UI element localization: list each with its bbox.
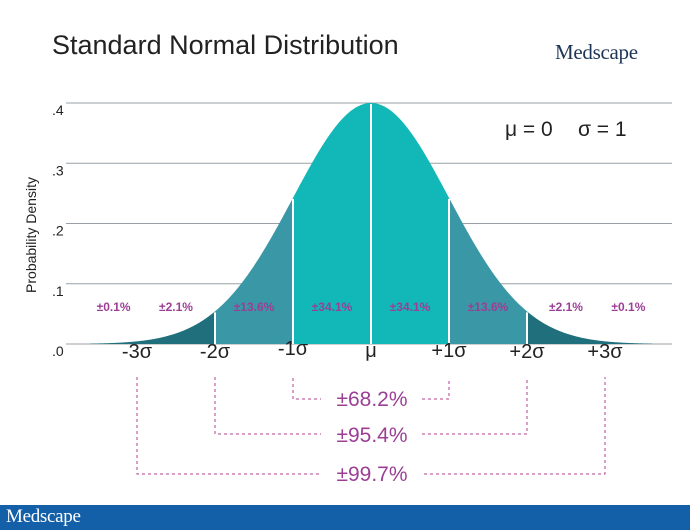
bracket-label-2: ±99.7% <box>336 463 407 486</box>
chart-title: Standard Normal Distribution <box>52 30 399 60</box>
x-tick-label-2: -1σ <box>278 338 309 360</box>
y-tick-label-0: .0 <box>52 343 64 359</box>
x-tick-label-4: +1σ <box>431 340 467 362</box>
bracket-label-bg-2 <box>321 461 421 487</box>
region-area-2 <box>215 197 293 344</box>
region-label-5: ±13.6% <box>468 300 509 314</box>
y-axis-label: Probability Density <box>23 177 39 293</box>
x-tick-label-1: -2σ <box>200 341 231 363</box>
y-axis-ticks: .0 .1 .2 .3 .4 <box>52 102 64 359</box>
region-label-2: ±13.6% <box>234 300 275 314</box>
x-tick-label-0: -3σ <box>122 341 153 363</box>
footer-bar: Medscape <box>0 505 690 530</box>
x-tick-label-5: +2σ <box>509 341 545 363</box>
range-brackets: ±68.2% ±95.4% ±99.7% <box>136 377 606 487</box>
normal-distribution-chart: .0 .1 .2 .3 .4 -3σ -2σ -1σ μ +1σ +2σ +3σ ±0.1% ±2.1… <box>23 102 672 487</box>
x-tick-label-3: μ <box>365 340 377 362</box>
bracket-label-bg-1 <box>321 421 421 447</box>
y-tick-label-4: .4 <box>52 102 64 118</box>
sigma-parameter-label: σ = 1 <box>578 118 627 141</box>
mu-parameter-label: μ = 0 <box>505 118 553 141</box>
region-label-4: ±34.1% <box>390 300 431 314</box>
region-label-0: ±0.1% <box>97 300 131 314</box>
y-tick-label-1: .1 <box>52 283 64 299</box>
region-label-3: ±34.1% <box>312 300 353 314</box>
y-tick-label-3: .3 <box>52 162 64 178</box>
region-label-6: ±2.1% <box>549 300 583 314</box>
bracket-label-bg-0 <box>321 386 421 412</box>
region-area-7 <box>605 341 652 344</box>
medscape-logo: Medscape <box>555 40 638 64</box>
footer-medscape-logo: Medscape <box>6 506 81 527</box>
x-tick-label-6: +3σ <box>587 341 623 363</box>
region-area-1 <box>137 311 215 344</box>
region-area-4 <box>371 103 449 344</box>
x-axis-ticks: -3σ -2σ -1σ μ +1σ +2σ +3σ <box>122 338 623 363</box>
bracket-label-1: ±95.4% <box>336 424 407 447</box>
region-area-6 <box>527 311 605 344</box>
region-area-0 <box>90 341 137 344</box>
region-percent-labels: ±0.1% ±2.1% ±13.6% ±34.1% ±34.1% ±13.6% ±2.1% ±… <box>97 300 646 314</box>
density-areas <box>90 103 652 344</box>
region-area-5 <box>449 197 527 344</box>
region-label-1: ±2.1% <box>159 300 193 314</box>
sigma-dividers <box>214 104 528 344</box>
y-tick-label-2: .2 <box>52 223 64 239</box>
bracket-label-0: ±68.2% <box>336 388 407 411</box>
region-area-3 <box>293 103 371 344</box>
region-label-7: ±0.1% <box>611 300 645 314</box>
